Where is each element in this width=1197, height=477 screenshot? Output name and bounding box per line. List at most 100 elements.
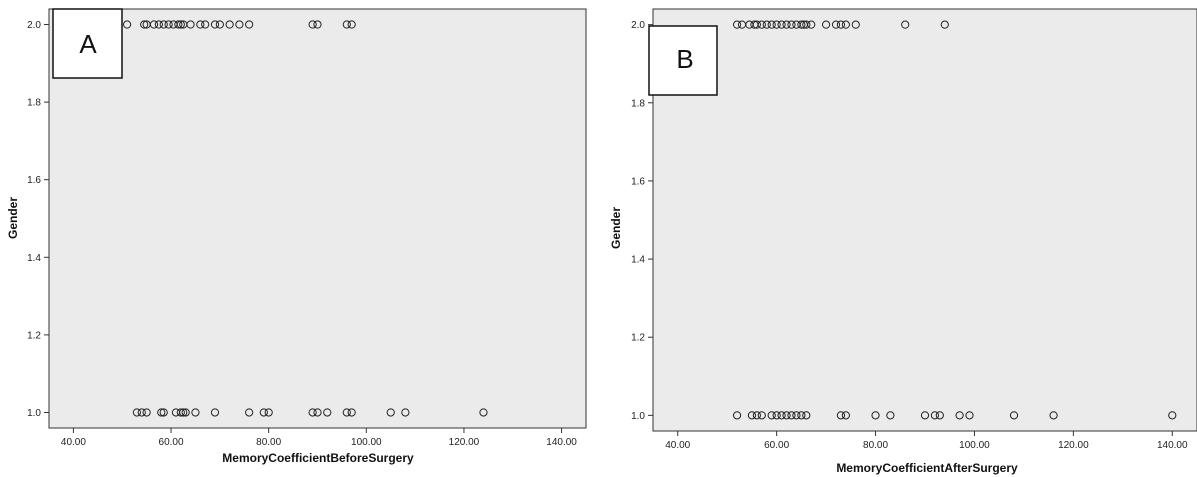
data-point: [1009, 411, 1019, 420]
x-tick-label: 140.00: [1157, 440, 1188, 451]
data-point: [772, 411, 781, 420]
data-point: [308, 408, 317, 417]
data-point: [342, 20, 351, 29]
data-point: [841, 20, 850, 29]
y-tick-label: 1.0: [27, 408, 41, 419]
y-tick-label: 1.4: [27, 253, 41, 264]
data-point: [767, 20, 776, 29]
data-point: [308, 20, 317, 29]
ticks: 40.00 60.00 80.00 100.00 120.00 140.00 1.0 1.2 1…: [27, 20, 577, 448]
data-point: [210, 20, 220, 29]
data-point: [347, 20, 356, 29]
data-point: [777, 20, 786, 29]
data-point: [1049, 411, 1058, 420]
data-point: [159, 408, 168, 417]
data-point: [132, 408, 141, 417]
data-point: [886, 411, 895, 420]
data-point: [821, 20, 831, 29]
y-axis-title: Gender: [609, 207, 623, 249]
data-point: [313, 20, 322, 29]
data-point: [386, 408, 395, 417]
data-point: [149, 20, 159, 29]
data-point: [347, 408, 356, 417]
y-tick-label: 1.2: [27, 330, 41, 341]
data-point: [782, 411, 791, 420]
data-point: [772, 20, 781, 29]
data-point: [836, 411, 846, 420]
x-tick-label: 80.00: [863, 440, 888, 451]
x-tick-label: 60.00: [764, 440, 789, 451]
data-point: [762, 20, 771, 29]
x-tick-label: 100.00: [959, 440, 990, 451]
data-point: [836, 20, 846, 29]
data-point: [137, 408, 146, 417]
y-tick-label: 1.6: [631, 176, 645, 187]
data-point: [186, 20, 195, 29]
data-point: [323, 408, 332, 417]
data-point: [259, 408, 268, 417]
data-point: [831, 20, 841, 29]
data-point: [792, 411, 801, 420]
data-point: [787, 411, 796, 420]
data-point: [140, 20, 149, 29]
x-tick-label: 100.00: [351, 437, 382, 448]
x-tick-label: 40.00: [61, 437, 86, 448]
data-point: [935, 411, 944, 420]
data-point: [123, 20, 132, 29]
data-point: [176, 408, 185, 417]
data-point: [920, 411, 930, 420]
data-point: [196, 20, 205, 29]
data-point: [797, 20, 806, 29]
data-point: [871, 411, 880, 420]
y-tick-label: 2.0: [631, 20, 645, 31]
data-point: [767, 411, 776, 420]
data-point: [181, 408, 190, 417]
data-point: [191, 408, 200, 417]
data-point: [142, 408, 151, 417]
x-tick-label: 60.00: [159, 437, 184, 448]
y-tick-label: 2.0: [27, 20, 41, 31]
data-point: [159, 20, 168, 29]
data-point: [235, 20, 244, 29]
y-axis-title: Gender: [6, 197, 20, 239]
data-point: [901, 20, 910, 29]
y-tick-label: 1.8: [27, 98, 41, 109]
data-point: [930, 411, 939, 420]
data-point: [157, 408, 166, 417]
data-point: [215, 20, 224, 29]
data-point: [752, 411, 761, 420]
plot-area: [652, 8, 1197, 432]
data-point: [797, 411, 806, 420]
data-point: [851, 20, 860, 29]
data-point: [1168, 411, 1177, 420]
y-tick-label: 1.2: [631, 333, 645, 344]
data-point: [802, 411, 811, 420]
data-point: [777, 411, 786, 420]
y-tick-label: 1.0: [631, 411, 645, 422]
panel-label: B: [676, 44, 693, 74]
data-point: [955, 411, 964, 420]
data-point: [210, 408, 220, 417]
x-tick-label: 120.00: [1058, 440, 1089, 451]
data-point: [757, 20, 766, 29]
data-point: [264, 408, 273, 417]
data-point: [225, 20, 234, 29]
panel-label-box: [648, 25, 718, 96]
y-tick-label: 1.4: [631, 255, 645, 266]
data-point: [787, 20, 796, 29]
x-axis-title: MemoryCoefficientBeforeSurgery: [222, 451, 414, 465]
data-point: [782, 20, 791, 29]
plot-area: [48, 8, 587, 429]
data-point: [965, 411, 974, 420]
x-tick-label: 120.00: [449, 437, 480, 448]
y-tick-label: 1.6: [27, 175, 41, 186]
data-point: [154, 20, 163, 29]
data-point: [732, 20, 742, 29]
data-point: [401, 408, 410, 417]
x-tick-label: 80.00: [256, 437, 281, 448]
data-point: [841, 411, 850, 420]
data-point: [807, 20, 816, 29]
panel-label: A: [79, 29, 97, 59]
panel-b: 40.00 60.00 80.00 100.00 120.00 140.00 1.0 1.2 1…: [609, 8, 1197, 475]
data-point: [802, 20, 811, 29]
